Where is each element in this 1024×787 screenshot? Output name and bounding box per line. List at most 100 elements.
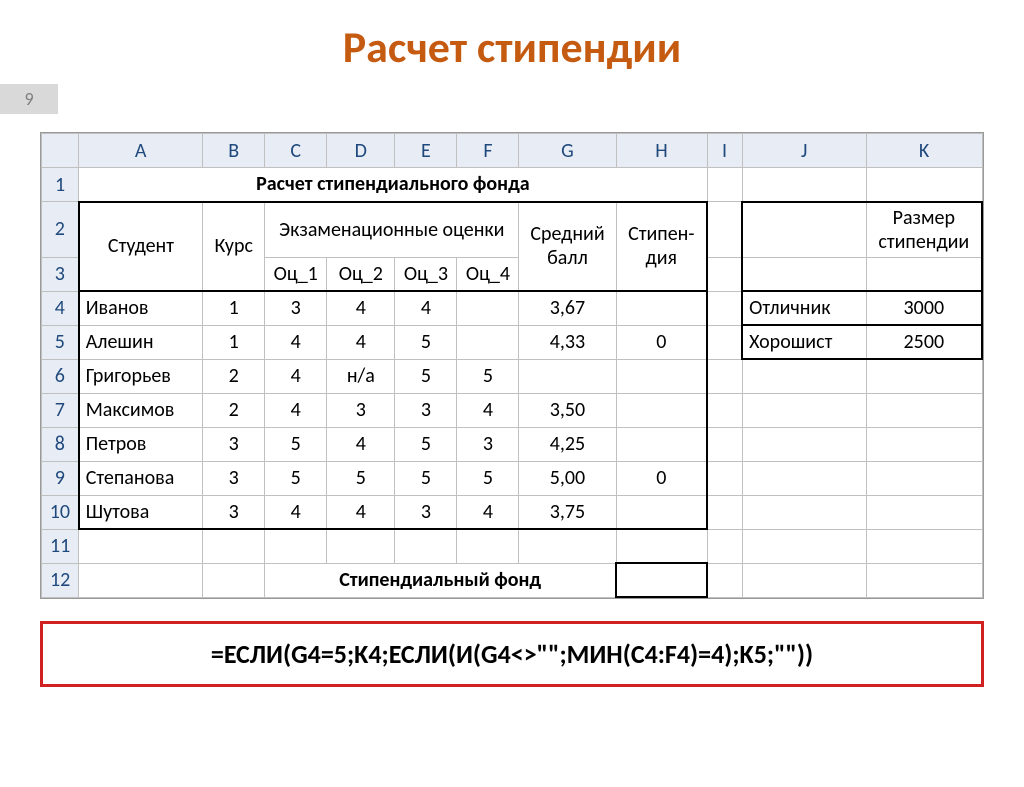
avg[interactable] bbox=[519, 359, 616, 393]
cell[interactable] bbox=[707, 393, 742, 427]
grade[interactable]: 5 bbox=[265, 427, 327, 461]
cell[interactable] bbox=[79, 529, 203, 563]
student-name[interactable]: Максимов bbox=[79, 393, 203, 427]
student-name[interactable]: Иванов bbox=[79, 291, 203, 325]
grade[interactable]: 4 bbox=[457, 393, 519, 427]
grade[interactable]: н/а bbox=[327, 359, 395, 393]
cell[interactable] bbox=[866, 168, 982, 202]
stipend[interactable] bbox=[616, 393, 707, 427]
cell[interactable] bbox=[866, 529, 982, 563]
grade[interactable]: 5 bbox=[395, 325, 457, 359]
cell[interactable] bbox=[866, 393, 982, 427]
course[interactable]: 2 bbox=[203, 393, 265, 427]
grade[interactable]: 3 bbox=[327, 393, 395, 427]
cell[interactable] bbox=[519, 529, 616, 563]
course[interactable]: 3 bbox=[203, 495, 265, 529]
cell[interactable] bbox=[203, 563, 265, 597]
avg[interactable]: 3,75 bbox=[519, 495, 616, 529]
course[interactable]: 3 bbox=[203, 461, 265, 495]
row-header: 2 bbox=[42, 202, 79, 258]
stipend[interactable]: 0 bbox=[616, 325, 707, 359]
cell[interactable] bbox=[742, 168, 866, 202]
cell[interactable] bbox=[866, 563, 982, 597]
cell[interactable] bbox=[742, 393, 866, 427]
grade[interactable]: 4 bbox=[327, 325, 395, 359]
cell[interactable] bbox=[265, 529, 327, 563]
student-name[interactable]: Алешин bbox=[79, 325, 203, 359]
grade[interactable]: 4 bbox=[327, 291, 395, 325]
grade[interactable]: 4 bbox=[327, 495, 395, 529]
cell[interactable] bbox=[707, 495, 742, 529]
grade[interactable]: 4 bbox=[327, 427, 395, 461]
cell[interactable] bbox=[742, 427, 866, 461]
avg[interactable]: 3,50 bbox=[519, 393, 616, 427]
cell[interactable] bbox=[616, 529, 707, 563]
grade[interactable]: 5 bbox=[327, 461, 395, 495]
stipend[interactable] bbox=[616, 359, 707, 393]
cell[interactable] bbox=[707, 168, 742, 202]
cell[interactable] bbox=[707, 257, 742, 291]
student-name[interactable]: Шутова bbox=[79, 495, 203, 529]
cell[interactable] bbox=[742, 359, 866, 393]
student-name[interactable]: Григорьев bbox=[79, 359, 203, 393]
grade[interactable] bbox=[457, 325, 519, 359]
cell[interactable] bbox=[866, 359, 982, 393]
cell[interactable] bbox=[742, 563, 866, 597]
avg[interactable]: 5,00 bbox=[519, 461, 616, 495]
cell[interactable] bbox=[79, 563, 203, 597]
avg[interactable]: 3,67 bbox=[519, 291, 616, 325]
cell[interactable] bbox=[866, 495, 982, 529]
grade[interactable]: 3 bbox=[395, 393, 457, 427]
grade[interactable]: 4 bbox=[265, 325, 327, 359]
cell[interactable] bbox=[707, 202, 742, 258]
course[interactable]: 3 bbox=[203, 427, 265, 461]
grade[interactable]: 4 bbox=[395, 291, 457, 325]
cell[interactable] bbox=[707, 427, 742, 461]
cell[interactable] bbox=[707, 461, 742, 495]
grade[interactable]: 4 bbox=[265, 359, 327, 393]
grade[interactable]: 5 bbox=[457, 461, 519, 495]
cell[interactable] bbox=[457, 529, 519, 563]
cell[interactable] bbox=[866, 427, 982, 461]
cell[interactable] bbox=[707, 325, 742, 359]
grade[interactable]: 5 bbox=[395, 359, 457, 393]
grade[interactable]: 3 bbox=[395, 495, 457, 529]
stipend[interactable] bbox=[616, 495, 707, 529]
cell[interactable] bbox=[327, 529, 395, 563]
cell[interactable] bbox=[742, 529, 866, 563]
cell[interactable] bbox=[866, 257, 982, 291]
course[interactable]: 2 bbox=[203, 359, 265, 393]
stipend[interactable]: 0 bbox=[616, 461, 707, 495]
grade[interactable]: 3 bbox=[265, 291, 327, 325]
cell[interactable] bbox=[866, 461, 982, 495]
cell[interactable] bbox=[707, 529, 742, 563]
cell[interactable] bbox=[742, 257, 866, 291]
grade[interactable]: 5 bbox=[457, 359, 519, 393]
student-name[interactable]: Степанова bbox=[79, 461, 203, 495]
course[interactable]: 1 bbox=[203, 291, 265, 325]
grade[interactable]: 5 bbox=[395, 461, 457, 495]
avg[interactable]: 4,25 bbox=[519, 427, 616, 461]
grade[interactable]: 4 bbox=[457, 495, 519, 529]
grade[interactable]: 5 bbox=[395, 427, 457, 461]
cell[interactable] bbox=[395, 529, 457, 563]
cell[interactable] bbox=[707, 291, 742, 325]
grade[interactable]: 5 bbox=[265, 461, 327, 495]
cell[interactable] bbox=[203, 529, 265, 563]
grade[interactable] bbox=[457, 291, 519, 325]
cell[interactable] bbox=[707, 359, 742, 393]
col-header: B bbox=[203, 134, 265, 168]
cell[interactable] bbox=[707, 563, 742, 597]
cell[interactable] bbox=[742, 202, 866, 258]
grade[interactable]: 4 bbox=[265, 495, 327, 529]
course[interactable]: 1 bbox=[203, 325, 265, 359]
grade[interactable]: 4 bbox=[265, 393, 327, 427]
stipend[interactable] bbox=[616, 427, 707, 461]
stipend[interactable] bbox=[616, 291, 707, 325]
footer-value[interactable] bbox=[616, 563, 707, 597]
grade[interactable]: 3 bbox=[457, 427, 519, 461]
avg[interactable]: 4,33 bbox=[519, 325, 616, 359]
student-name[interactable]: Петров bbox=[79, 427, 203, 461]
cell[interactable] bbox=[742, 461, 866, 495]
cell[interactable] bbox=[742, 495, 866, 529]
